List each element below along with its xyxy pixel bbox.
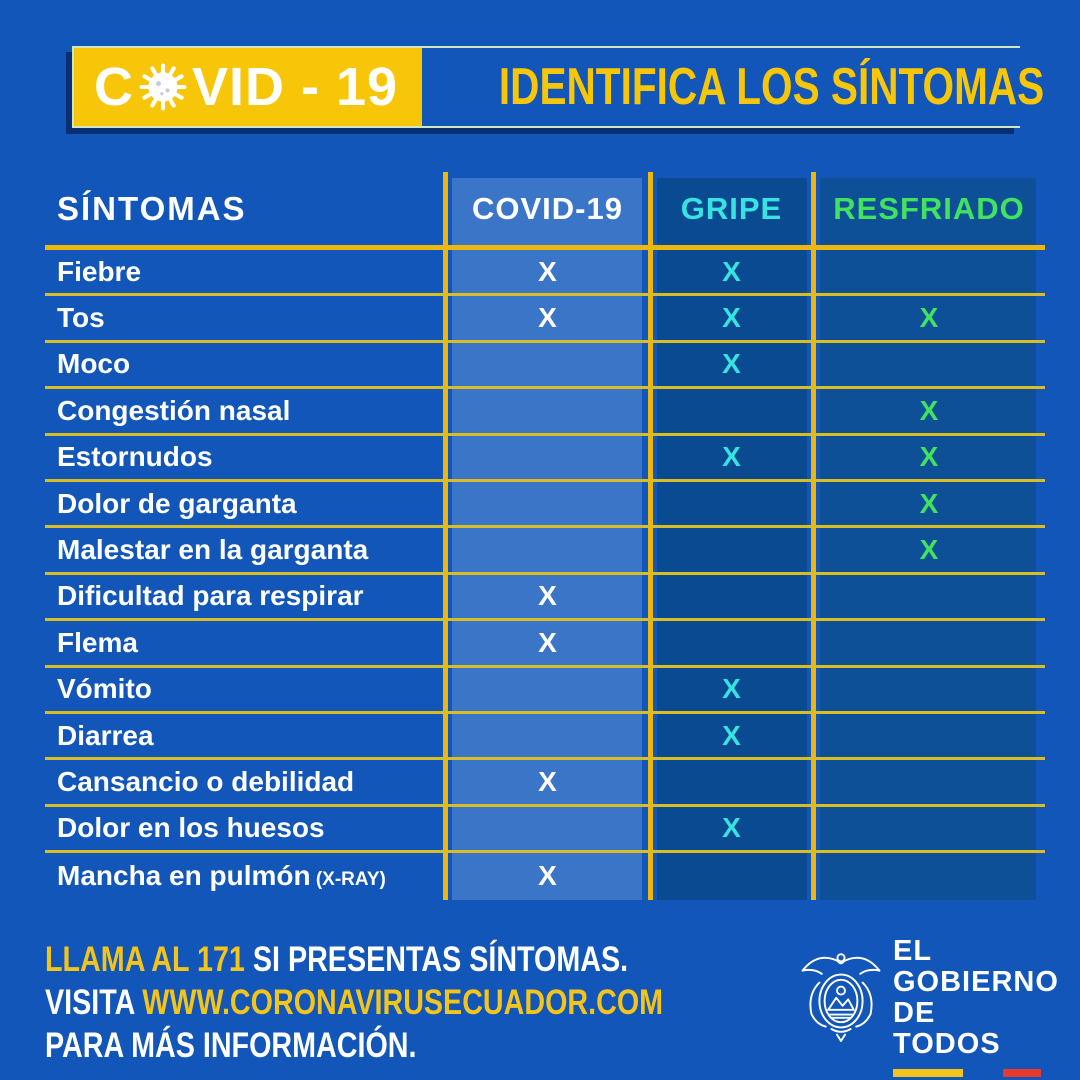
symptom-label: Moco — [57, 348, 131, 380]
table-row: Dolor de garganta X — [45, 482, 1045, 529]
footer-line-3: PARA MÁS INFORMACIÓN. — [45, 1026, 417, 1065]
column-divider — [443, 172, 448, 900]
gripe-mark-cell: X — [722, 719, 741, 751]
table-row: Mancha en pulmón (X-RAY) X — [45, 853, 1045, 899]
ecuador-coat-of-arms-icon — [801, 953, 881, 1042]
table-row: Vómito X — [45, 668, 1045, 714]
covid-mark-cell: X — [538, 580, 557, 612]
banner-title: IDENTIFICA LOS SÍNTOMAS — [498, 58, 1045, 116]
header-covid: COVID-19 — [472, 190, 623, 226]
column-divider — [648, 172, 653, 900]
flag-bars — [893, 1069, 1041, 1077]
banner-title-box: IDENTIFICA LOS SÍNTOMAS — [422, 48, 1080, 126]
symptom-label: Vómito — [57, 673, 152, 705]
footer-phone: LLAMA AL 171 — [45, 940, 245, 979]
symptom-label: Tos — [57, 302, 105, 334]
gripe-mark-cell: X — [722, 348, 741, 380]
gripe-mark-cell: X — [722, 302, 741, 334]
gripe-mark-cell: X — [722, 441, 741, 473]
covid-mark-cell: X — [538, 626, 557, 658]
table-row: Estornudos X X — [45, 436, 1045, 482]
table-row: Tos X X X — [45, 296, 1045, 343]
resfriado-mark-cell: X — [919, 487, 939, 519]
covid-word-suffix: VID - 19 — [192, 57, 399, 117]
gripe-mark-cell: X — [722, 812, 741, 844]
resfriado-column-background — [820, 178, 1036, 900]
table-row: Dificultad para respirar X — [45, 575, 1045, 622]
resfriado-mark-cell: X — [919, 302, 939, 334]
logo-text: EL GOBIERNO DE TODOS — [893, 935, 1059, 1077]
covid-mark-cell: X — [538, 302, 557, 334]
gripe-column-background — [657, 178, 807, 900]
table-row: Moco X — [45, 343, 1045, 390]
resfriado-mark-cell: X — [919, 534, 939, 566]
covid-column-background — [452, 178, 642, 900]
footer-info: LLAMA AL 171 SI PRESENTAS SÍNTOMAS. VISI… — [45, 938, 799, 1067]
symptoms-table: SÍNTOMAS COVID-19 GRIPE RESFRIADO Fiebre… — [45, 172, 1045, 900]
gripe-mark-cell: X — [722, 673, 741, 705]
symptom-suffix: (X-RAY) — [310, 869, 386, 891]
table-row: Dolor en los huesos X — [45, 807, 1045, 854]
table-row: Malestar en la garganta X — [45, 528, 1045, 575]
virus-icon — [139, 63, 187, 111]
footer-line-2: VISITA WWW.CORONAVIRUSECUADOR.COM — [45, 983, 664, 1022]
table-row: Flema X — [45, 621, 1045, 668]
table-row: Fiebre X X — [45, 250, 1045, 297]
covid-mark-cell: X — [538, 255, 557, 287]
government-logo: EL GOBIERNO DE TODOS — [793, 935, 1059, 1077]
covid-mark-cell: X — [538, 765, 557, 797]
symptom-label: Dolor en los huesos — [57, 812, 325, 844]
symptom-label: Estornudos — [57, 441, 213, 473]
logo-line-1: EL — [893, 935, 933, 967]
table-body: Fiebre X X Tos X X X Moco X Congestión n… — [45, 250, 1045, 899]
symptom-label: Dolor de garganta — [57, 487, 297, 519]
footer-url: WWW.CORONAVIRUSECUADOR.COM — [142, 983, 664, 1022]
header-resfriado: RESFRIADO — [833, 190, 1025, 226]
symptom-label: Fiebre — [57, 255, 142, 287]
header-gripe: GRIPE — [680, 190, 783, 226]
table-row: Congestión nasal X — [45, 389, 1045, 436]
resfriado-mark-cell: X — [919, 394, 939, 426]
symptom-label: Mancha en pulmón — [57, 860, 311, 892]
resfriado-mark-cell: X — [919, 441, 939, 473]
table-row: Diarrea X — [45, 714, 1045, 761]
column-divider — [811, 172, 816, 900]
flag-bar-red — [1003, 1069, 1041, 1077]
symptom-label: Diarrea — [57, 719, 154, 751]
symptom-label: Flema — [57, 626, 138, 658]
logo-line-2: GOBIERNO — [893, 966, 1059, 998]
table-header-row: SÍNTOMAS COVID-19 GRIPE RESFRIADO — [45, 172, 1045, 250]
covid-mark-cell: X — [538, 860, 557, 892]
footer-line-1: LLAMA AL 171 SI PRESENTAS SÍNTOMAS. — [45, 940, 629, 979]
logo-line-3: DE TODOS — [893, 997, 1001, 1060]
gripe-mark-cell: X — [722, 255, 741, 287]
header-sintomas: SÍNTOMAS — [57, 189, 247, 227]
banner: C VID - 19 IDENTIFICA LOS SÍNTOMAS — [72, 46, 1080, 128]
symptom-label: Dificultad para respirar — [57, 580, 364, 612]
table-row: Cansancio o debilidad X — [45, 760, 1045, 807]
flag-bar-yellow — [893, 1069, 963, 1077]
banner-covid-wordmark: C VID - 19 — [74, 48, 422, 126]
symptom-label: Cansancio o debilidad — [57, 765, 355, 797]
covid-word-prefix: C — [94, 57, 134, 117]
symptom-label: Congestión nasal — [57, 394, 291, 426]
symptom-label: Malestar en la garganta — [57, 534, 369, 566]
